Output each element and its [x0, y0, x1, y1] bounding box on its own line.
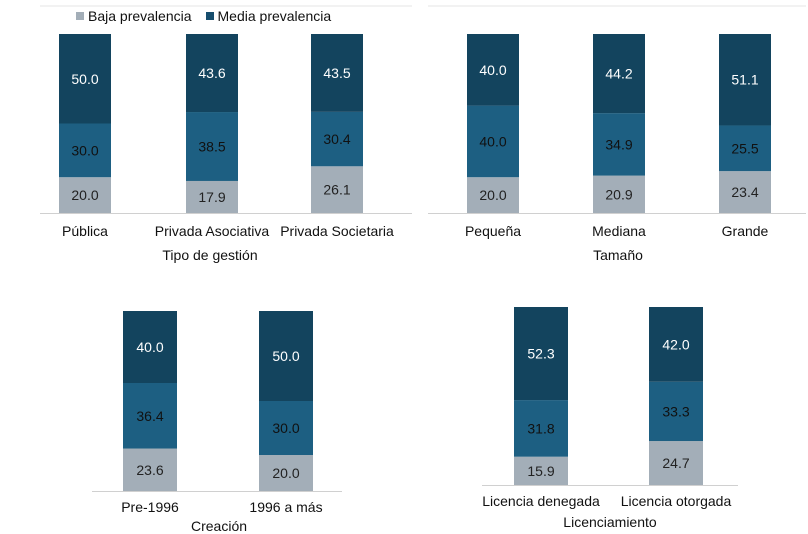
data-label: 30.4 — [323, 131, 350, 147]
data-label: 38.5 — [198, 139, 225, 155]
bar-segment-baja — [649, 441, 703, 485]
data-label: 51.1 — [731, 72, 758, 88]
bar-segment-alta — [123, 311, 177, 383]
x-tick-label: Mediana — [592, 223, 646, 239]
x-tick-label: Pequeña — [465, 223, 521, 239]
bar-segment-media — [186, 112, 238, 181]
bar-segment-baja — [311, 166, 363, 213]
bar-segment-alta — [593, 34, 645, 114]
data-label: 25.5 — [731, 140, 758, 156]
data-label: 17.9 — [198, 189, 225, 205]
chart-panel-2: 20.0 40.0 40.0 Pequeña 20.9 34.9 44.2 Mediana 23… — [428, 34, 806, 263]
chart-legend: Baja prevalencia Media prevalencia — [76, 8, 331, 24]
bar-segment-media — [649, 381, 703, 442]
data-label: 30.0 — [71, 142, 98, 158]
data-label: 50.0 — [272, 348, 299, 364]
bar-segment-media — [311, 111, 363, 167]
x-tick-label: Grande — [722, 223, 769, 239]
legend-label-baja: Baja prevalencia — [88, 8, 192, 24]
bar-segment-media — [514, 400, 568, 457]
bar-segment-baja — [467, 177, 519, 213]
data-label: 36.4 — [136, 408, 163, 424]
x-tick-label: Licencia denegada — [482, 493, 600, 509]
legend-swatch-media — [205, 12, 214, 20]
bar-segment-baja — [59, 177, 111, 213]
bar-segment-media — [259, 401, 313, 455]
bar-segment-media — [59, 123, 111, 178]
data-label: 31.8 — [527, 420, 554, 436]
data-label: 20.0 — [479, 187, 506, 203]
x-tick-label: Licencia otorgada — [621, 493, 732, 509]
data-label: 40.0 — [479, 62, 506, 78]
data-label: 23.4 — [731, 184, 758, 200]
data-label: 44.2 — [605, 66, 632, 82]
x-tick-label: Pre-1996 — [121, 499, 179, 515]
x-axis-title: Tamaño — [593, 247, 643, 263]
bar-segment-alta — [311, 34, 363, 112]
bar-segment-baja — [259, 455, 313, 491]
legend-item-baja: Baja prevalencia — [76, 8, 192, 24]
bar-segment-alta — [514, 307, 568, 401]
data-label: 23.6 — [136, 462, 163, 478]
data-label: 42.0 — [662, 336, 689, 352]
x-tick-label: Privada Asociativa — [155, 223, 270, 239]
x-tick-label: Pública — [62, 223, 108, 239]
legend-label-media: Media prevalencia — [217, 8, 332, 24]
chart-panel-1: 20.0 30.0 50.0 Pública 17.9 38.5 43.6 Privada A… — [40, 34, 412, 263]
bar-segment-alta — [467, 34, 519, 106]
bar-segment-media — [467, 105, 519, 178]
bar-segment-baja — [719, 171, 771, 213]
data-label: 43.6 — [198, 65, 225, 81]
x-tick-label: Privada Societaria — [280, 223, 394, 239]
x-tick-label: 1996 a más — [249, 499, 322, 515]
data-label: 20.0 — [272, 465, 299, 481]
data-label: 26.1 — [323, 182, 350, 198]
data-label: 50.0 — [71, 71, 98, 87]
data-label: 34.9 — [605, 136, 632, 152]
data-label: 52.3 — [527, 346, 554, 362]
data-label: 40.0 — [136, 339, 163, 355]
x-axis-title: Creación — [191, 518, 247, 534]
bar-segment-alta — [719, 34, 771, 126]
x-axis-title: Tipo de gestión — [162, 247, 257, 263]
data-label: 33.3 — [662, 403, 689, 419]
bar-segment-alta — [186, 34, 238, 113]
data-label: 20.9 — [605, 186, 632, 202]
bar-segment-media — [593, 113, 645, 176]
data-label: 20.0 — [71, 187, 98, 203]
data-label: 24.7 — [662, 455, 689, 471]
data-label: 30.0 — [272, 420, 299, 436]
bar-segment-baja — [186, 180, 238, 213]
bar-segment-alta — [259, 311, 313, 401]
bar-segment-alta — [649, 307, 703, 382]
bar-segment-baja — [514, 456, 568, 485]
bar-segment-baja — [123, 448, 177, 491]
chart-panel-4: 15.9 31.8 52.3 Licencia denegada 24.7 33.3 42.… — [482, 307, 738, 530]
data-label: 43.5 — [323, 65, 350, 81]
data-label: 15.9 — [527, 463, 554, 479]
x-axis-title: Licenciamiento — [563, 514, 657, 530]
chart-panel-3: 23.6 36.4 40.0 Pre-1996 20.0 30.0 50.0 1996 a m… — [92, 311, 342, 534]
bar-segment-media — [719, 125, 771, 172]
data-label: 40.0 — [479, 133, 506, 149]
bar-segment-baja — [593, 175, 645, 213]
legend-swatch-baja — [76, 12, 84, 20]
bar-segment-media — [123, 383, 177, 449]
legend-item-media: Media prevalencia — [205, 8, 332, 24]
bar-segment-alta — [59, 34, 111, 124]
